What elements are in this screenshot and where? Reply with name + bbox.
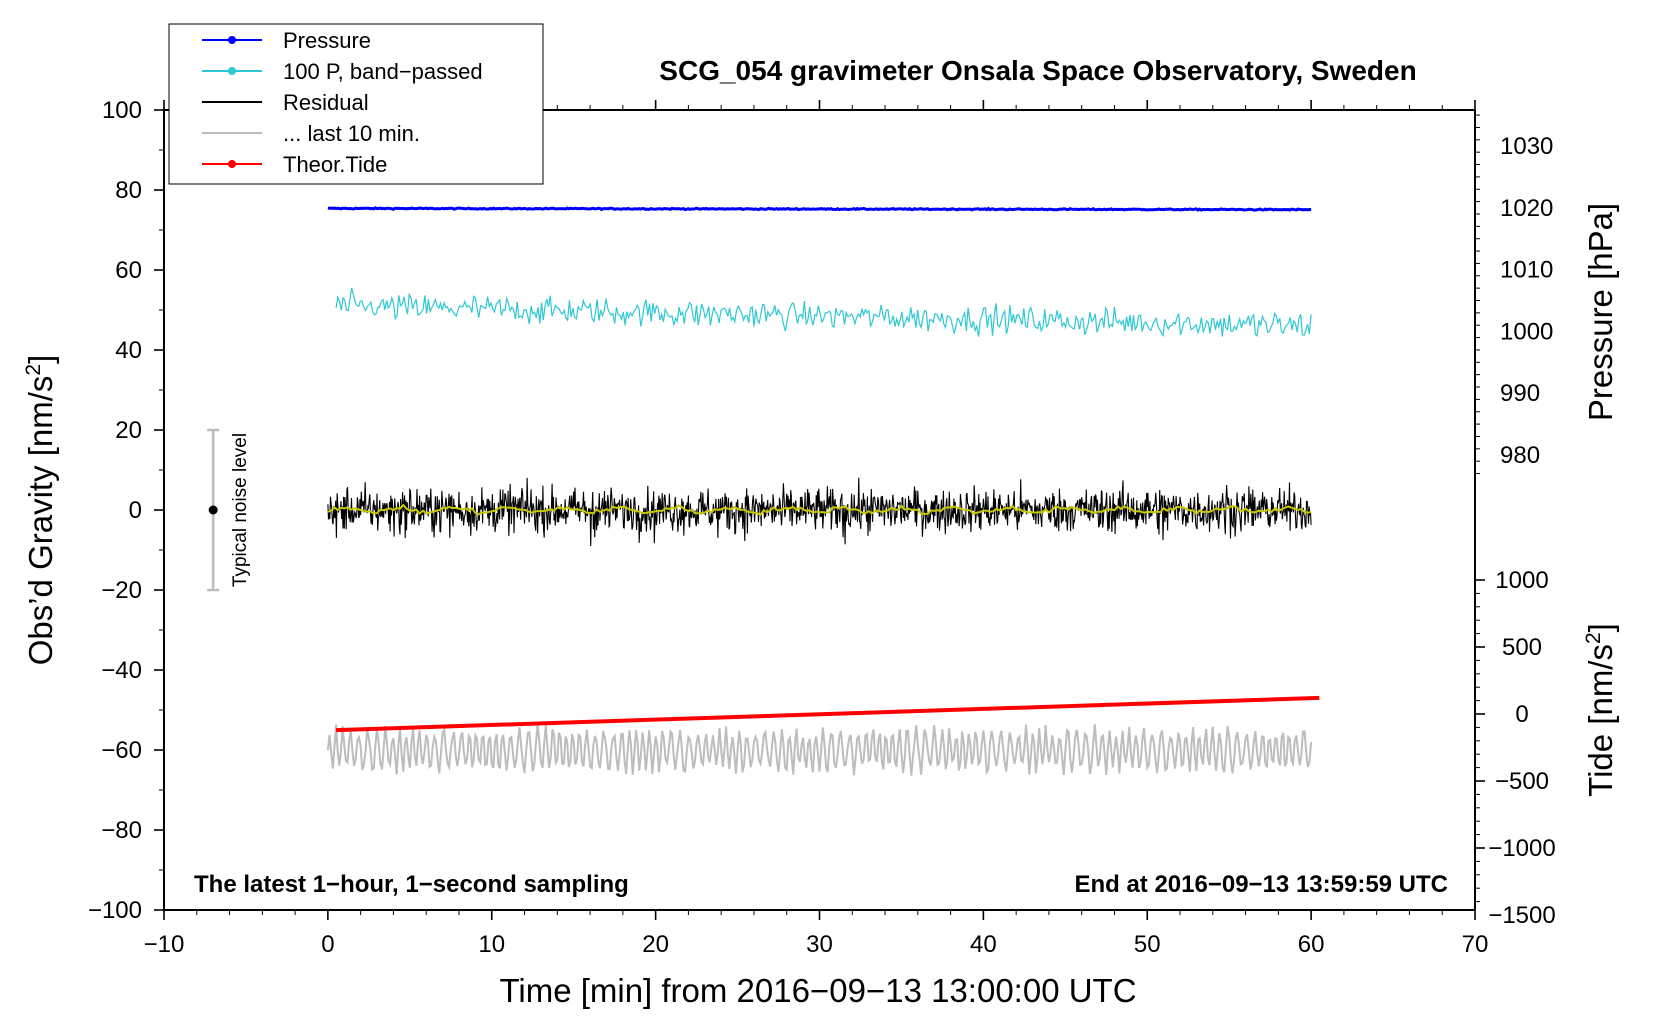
legend-label: ... last 10 min. — [283, 121, 420, 146]
x-axis-label: Time [min] from 2016−09−13 13:00:00 UTC — [499, 972, 1136, 1009]
y-axis-label-pressure: Pressure [hPa] — [1582, 203, 1619, 421]
pressure-tick-label: 1020 — [1500, 195, 1553, 222]
x-tick-label: 20 — [642, 931, 669, 958]
y-tick-label: −40 — [101, 657, 142, 684]
annotation-sampling: The latest 1−hour, 1−second sampling — [194, 871, 629, 898]
x-tick-label: 30 — [806, 931, 833, 958]
y-tick-label: −100 — [88, 897, 142, 924]
x-tick-label: 70 — [1462, 931, 1489, 958]
y-axis-label-gravity: Obs’d Gravity [nm/s2] — [22, 355, 59, 666]
legend: Pressure 100 P, band−passed Residual ... la… — [168, 23, 544, 185]
pressure-axis-ticks: 1030 1020 1010 1000 990 980 — [1475, 114, 1553, 475]
y-axis-label-tide: Tide [nm/s2] — [1582, 623, 1619, 797]
legend-swatch-marker — [228, 160, 236, 168]
residual-series-line — [327, 477, 1312, 547]
x-tick-label: 0 — [321, 931, 334, 958]
y-label-tide-sup: 2 — [1582, 632, 1605, 644]
last-10-min-series-line — [326, 724, 1313, 776]
y-tick-label: −80 — [101, 817, 142, 844]
annotation-end-time: End at 2016−09−13 13:59:59 UTC — [1074, 871, 1448, 898]
series-layer — [326, 206, 1320, 776]
y-label-tide-text: Tide [nm/s — [1582, 644, 1619, 797]
y-tick-label: −60 — [101, 737, 142, 764]
y-tick-label: 0 — [129, 497, 142, 524]
x-tick-label: 10 — [478, 931, 505, 958]
band-passed-pressure-line — [335, 287, 1312, 338]
pressure-tick-label: 990 — [1500, 380, 1540, 407]
legend-box — [168, 23, 544, 185]
y-label-tide-close: ] — [1582, 623, 1619, 632]
y-label-gravity-close: ] — [22, 355, 59, 364]
legend-items: Pressure 100 P, band−passed Residual ... la… — [202, 28, 483, 177]
typical-noise-bar: Typical noise level — [207, 428, 251, 592]
legend-label: Residual — [283, 90, 369, 115]
pressure-tick-label: 980 — [1500, 442, 1540, 469]
x-tick-label: −10 — [144, 931, 185, 958]
x-tick-label: 40 — [970, 931, 997, 958]
y-tick-label: 20 — [115, 417, 142, 444]
x-tick-label: 50 — [1134, 931, 1161, 958]
legend-label: Pressure — [283, 28, 371, 53]
y-tick-label: 40 — [115, 337, 142, 364]
x-tick-label: 60 — [1298, 931, 1325, 958]
legend-label: Theor.Tide — [283, 152, 387, 177]
y-label-gravity-text: Obs’d Gravity [nm/s — [22, 376, 59, 666]
y-tick-label: −20 — [101, 577, 142, 604]
x-axis-ticks: −10 0 10 20 30 40 50 60 70 — [144, 100, 1489, 958]
y-tick-label: 60 — [115, 257, 142, 284]
y-axis-ticks: 100 80 60 40 20 0 −20 −40 −60 −80 −100 — [88, 97, 164, 924]
tide-tick-label: −1500 — [1488, 902, 1555, 929]
pressure-tick-label: 1030 — [1500, 133, 1553, 160]
residual-smoothed-line — [327, 503, 1312, 517]
y-label-gravity-sup: 2 — [22, 364, 45, 376]
legend-label: 100 P, band−passed — [283, 59, 483, 84]
pressure-tick-label: 1010 — [1500, 257, 1553, 284]
y-tick-label: 80 — [115, 177, 142, 204]
theor-tide-line — [336, 695, 1320, 733]
legend-swatch-marker — [228, 67, 236, 75]
chart-title: SCG_054 gravimeter Onsala Space Observat… — [659, 55, 1416, 86]
pressure-tick-label: 1000 — [1500, 318, 1553, 345]
legend-swatch-marker — [228, 36, 236, 44]
y-tick-label: 100 — [102, 97, 142, 124]
tide-tick-label: 0 — [1515, 701, 1528, 728]
tide-tick-label: 500 — [1502, 634, 1542, 661]
tide-tick-label: −1000 — [1488, 835, 1555, 862]
tide-tick-label: 1000 — [1495, 567, 1548, 594]
noise-bar-label: Typical noise level — [230, 433, 251, 587]
tide-tick-label: −500 — [1495, 768, 1549, 795]
tide-axis-ticks: 1000 500 0 −500 −1000 −1500 — [1475, 567, 1556, 929]
noise-bar-center-dot — [208, 505, 218, 515]
pressure-series-line — [327, 206, 1312, 212]
